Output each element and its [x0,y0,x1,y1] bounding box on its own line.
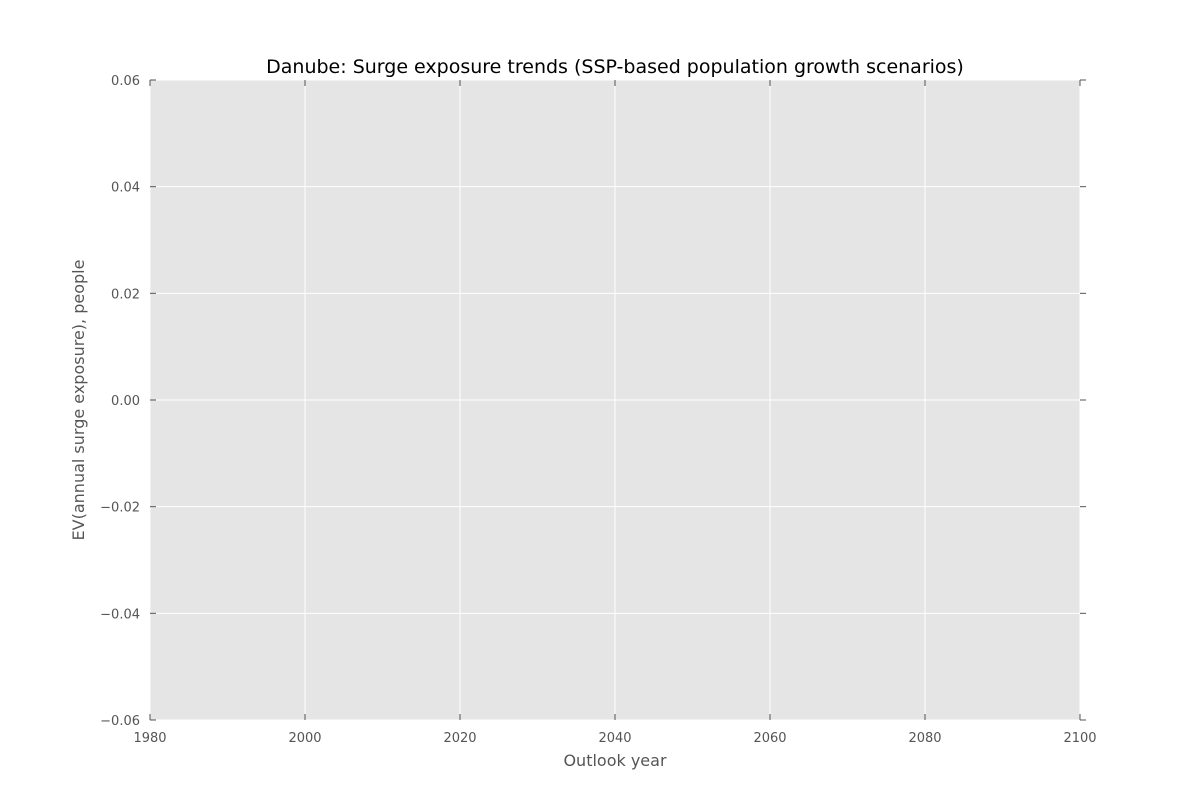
x-tick-label: 2080 [908,731,941,746]
x-tick-label: 2060 [753,731,786,746]
y-tick-label: −0.06 [100,714,140,729]
x-tick-label: 1980 [133,731,166,746]
x-tick-label: 2040 [598,731,631,746]
tick-marks [149,79,1086,721]
x-tick-label: 2020 [443,731,476,746]
y-tick-label: −0.04 [100,607,140,622]
y-tick-label: 0.02 [111,287,140,302]
y-tick-labels: 0.06 0.04 0.02 0.00 −0.02 −0.04 −0.06 [100,74,140,729]
y-tick-label: −0.02 [100,501,140,516]
x-tick-label: 2100 [1063,731,1096,746]
x-axis-label: Outlook year [563,751,667,770]
y-axis-label: EV(annual surge exposure), people [69,260,88,541]
x-tick-label: 2000 [288,731,321,746]
chart-title: Danube: Surge exposure trends (SSP-based… [266,56,964,78]
y-tick-label: 0.04 [111,181,140,196]
y-tick-label: 0.00 [111,394,140,409]
y-tick-label: 0.06 [111,74,140,89]
x-tick-labels: 1980 2000 2020 2040 2060 2080 2100 [133,731,1096,746]
